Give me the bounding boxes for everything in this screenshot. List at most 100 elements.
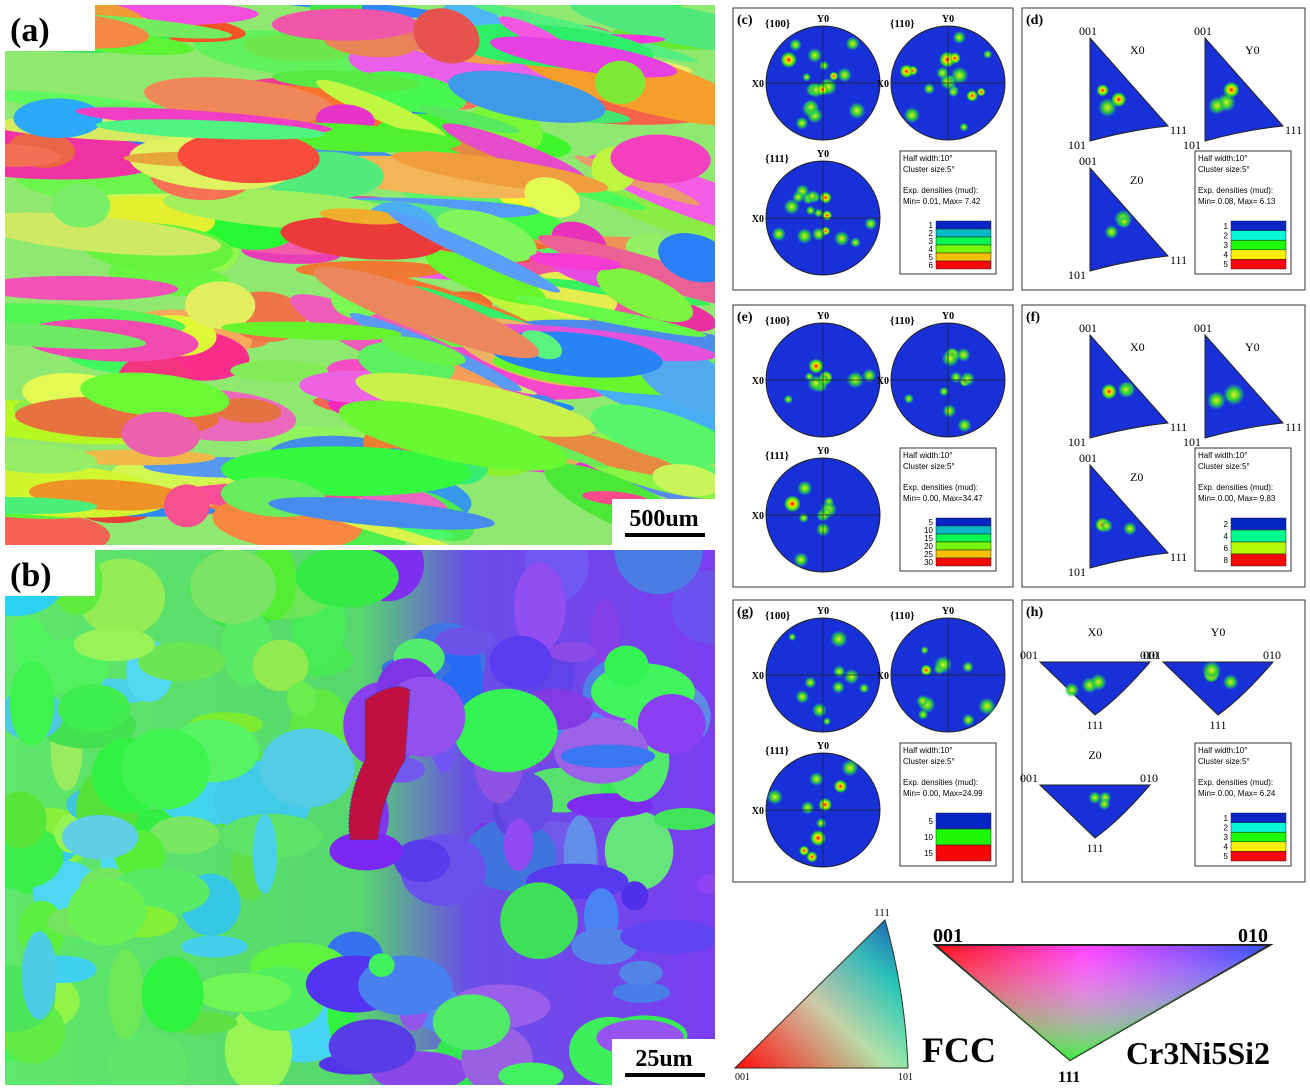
axis-label: Y0 [817, 149, 829, 160]
plane-label: {110} [890, 610, 915, 622]
legend-level: 2 [1224, 520, 1229, 529]
legend-swatch [936, 534, 991, 542]
density-spot [784, 495, 801, 512]
legend-line: Min= 0.01, Max= 7.42 [903, 197, 981, 206]
corner-label: 111 [1170, 123, 1187, 137]
grain [12, 617, 45, 645]
corner-label: 111 [1086, 841, 1103, 855]
corner-label: 111 [1170, 420, 1187, 434]
ipf-title: Z0 [1130, 470, 1143, 484]
density-spot [832, 681, 845, 694]
grain [22, 931, 57, 1019]
grain [195, 973, 291, 1012]
density-spot [797, 228, 813, 244]
density-spot [1202, 661, 1221, 680]
density-spot [807, 48, 822, 63]
legend-level: 30 [924, 558, 933, 567]
legend-swatch [1231, 542, 1286, 554]
legend-swatch [1231, 530, 1286, 542]
grain [549, 642, 596, 662]
legend-level: 5 [1224, 852, 1229, 861]
corner-label: 010 [1263, 648, 1281, 662]
grain [68, 878, 147, 945]
legend-level: 10 [924, 833, 933, 842]
density-spot [796, 117, 809, 130]
density-spot [846, 37, 860, 51]
grain [272, 8, 419, 40]
legend-swatch [936, 845, 991, 861]
corner-label: 001 [1020, 648, 1038, 662]
grain [260, 728, 355, 807]
density-spot [837, 68, 852, 83]
density-spot [812, 703, 827, 718]
legend-level: 2 [1224, 823, 1229, 832]
density-spot [806, 190, 818, 202]
figure: (a)500um(b)25um(c){100}Y0X0{110}Y0X0{111… [0, 0, 1310, 1089]
corner-label: 101 [1068, 138, 1086, 152]
legend-level: 5 [929, 817, 934, 826]
corner-label: 111 [1170, 253, 1187, 267]
legend-level: 15 [924, 849, 933, 858]
density-spot [823, 717, 831, 725]
density-spot [960, 372, 975, 387]
corner-label: 101 [1183, 435, 1201, 449]
panel-label: (c) [737, 13, 753, 28]
grain [13, 98, 102, 138]
density-spot [792, 191, 804, 203]
fcc-key-shade [735, 920, 908, 1068]
ipf-title: Y0 [1245, 43, 1260, 57]
grain [604, 646, 648, 687]
key-name: Cr3Ni5Si2 [1126, 1035, 1270, 1071]
axis-label: Y0 [942, 14, 954, 25]
density-spot [829, 72, 838, 81]
legend-line: Cluster size:5° [1198, 757, 1250, 766]
legend-line: Min= 0.00, Max=34.47 [903, 494, 983, 503]
corner-label: 101 [1068, 565, 1086, 579]
grain [394, 839, 450, 882]
legend-swatch [936, 558, 991, 566]
plane-label: {100} [765, 315, 790, 327]
density-spot [859, 683, 869, 693]
density-spot [934, 656, 952, 674]
key-name: FCC [922, 1030, 996, 1070]
density-spot [959, 123, 968, 132]
density-spot [806, 206, 816, 216]
orientation-map-a [0, 0, 824, 567]
grain [164, 484, 210, 527]
grain [654, 808, 717, 830]
density-spot [958, 418, 972, 432]
density-spot [921, 664, 932, 675]
density-spot [1123, 522, 1137, 536]
ipf-title: X0 [1130, 43, 1145, 57]
grain [619, 961, 663, 985]
legend-swatch [1231, 813, 1286, 823]
axis-label: X0 [752, 511, 764, 522]
ipf-title: Y0 [1211, 625, 1226, 639]
grain [638, 694, 706, 754]
density-spot [808, 359, 823, 374]
axis-label: X0 [877, 376, 889, 387]
density-spot [803, 100, 818, 115]
panel-label: (f) [1026, 310, 1040, 325]
density-spot [904, 394, 914, 404]
grain [181, 936, 248, 958]
density-spot [850, 237, 860, 247]
grain [142, 957, 204, 1032]
density-spot [804, 677, 816, 689]
legend-swatch [1231, 851, 1286, 861]
legend-line: Cluster size:5° [1198, 462, 1250, 471]
axis-label: Y0 [817, 311, 829, 322]
legend-line: Min= 0.00, Max= 6.24 [1198, 789, 1276, 798]
legend-line: Cluster size:5° [903, 757, 955, 766]
legend-line: Half width:10° [1198, 154, 1247, 163]
axis-label: X0 [877, 671, 889, 682]
legend-level: 2 [1224, 231, 1229, 240]
legend-line: Cluster size:5° [903, 165, 955, 174]
grain [62, 815, 138, 859]
grain [561, 745, 655, 768]
plane-label: {100} [765, 18, 790, 30]
legend-level: 1 [1224, 222, 1229, 231]
density-spot [1100, 519, 1113, 532]
density-spot [1101, 384, 1117, 400]
legend-line: Exp. densities (mud): [1198, 483, 1273, 492]
